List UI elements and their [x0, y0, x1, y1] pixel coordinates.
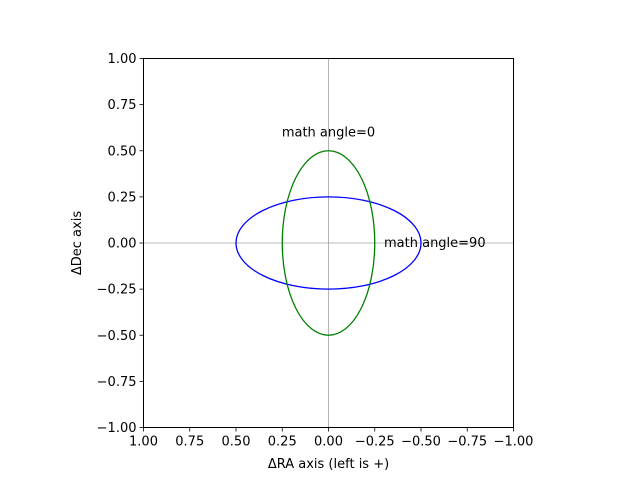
x-tick-label: −1.00	[494, 435, 534, 450]
y-tick-label: −0.50	[97, 329, 137, 344]
annotation-label-1: math angle=90	[384, 236, 486, 251]
y-tick-label: −0.75	[97, 375, 137, 390]
x-tick-label: −0.50	[401, 435, 441, 450]
reference-lines	[143, 58, 514, 428]
x-axis-ticks: 1.00 0.75 0.50 0.25 0.00 −0.25 −0.50 −0.75 −1.00	[129, 427, 534, 450]
annotation-label-0: math angle=0	[282, 125, 375, 140]
y-tick-label: −0.25	[97, 283, 137, 298]
series-group	[235, 150, 422, 336]
y-tick-label: 0.25	[108, 190, 137, 205]
x-tick-label: 0.75	[175, 435, 204, 450]
annotations: math angle=0 math angle=90	[282, 125, 486, 251]
x-tick-label: 0.00	[314, 435, 343, 450]
y-tick-label: 1.00	[108, 52, 137, 67]
y-axis-label: ΔDec axis	[70, 211, 85, 275]
y-axis-ticks: −1.00 −0.75 −0.50 −0.25 0.00 0.25 0.50 0.75 1.00	[97, 52, 144, 436]
y-tick-label: 0.00	[108, 237, 137, 252]
x-tick-label: −0.25	[355, 435, 395, 450]
y-tick-label: −1.00	[97, 421, 137, 436]
y-tick-label: 0.50	[108, 144, 137, 159]
y-tick-label: 0.75	[108, 98, 137, 113]
x-tick-label: 0.50	[222, 435, 251, 450]
x-tick-label: −0.75	[447, 435, 487, 450]
x-axis-label: ΔRA axis (left is +)	[268, 457, 389, 472]
ellipse-series-0	[235, 196, 422, 290]
x-tick-label: 0.25	[268, 435, 297, 450]
x-tick-label: 1.00	[129, 435, 158, 450]
ellipse-series-1	[281, 150, 376, 336]
